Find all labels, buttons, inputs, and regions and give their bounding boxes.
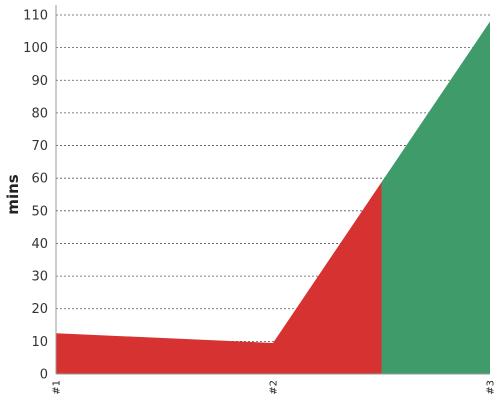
y-tick-label: 90 bbox=[31, 74, 48, 89]
y-tick-label: 110 bbox=[23, 9, 48, 24]
area-fill-above-threshold bbox=[381, 21, 490, 374]
area-fill-below-threshold bbox=[56, 182, 382, 374]
y-tick-label: 80 bbox=[31, 106, 48, 121]
y-tick-label: 30 bbox=[31, 270, 48, 285]
x-tick-label: #2 bbox=[269, 380, 280, 395]
y-tick-label: 10 bbox=[31, 335, 48, 350]
y-tick-label: 70 bbox=[31, 139, 48, 154]
y-axis-title: mins bbox=[4, 174, 22, 214]
y-tick-labels: 0 10 20 30 40 50 60 70 80 90 100 110 bbox=[23, 9, 48, 383]
x-tick-label: #3 bbox=[486, 380, 497, 395]
y-tick-label: 20 bbox=[31, 302, 48, 317]
grid-lines bbox=[56, 14, 490, 342]
x-tick-label: #1 bbox=[52, 380, 63, 395]
y-tick-label: 40 bbox=[31, 237, 48, 252]
y-tick-label: 100 bbox=[23, 41, 48, 56]
area-fills bbox=[56, 21, 490, 374]
y-tick-label: 0 bbox=[40, 368, 48, 383]
x-tick-labels: #1 #2 #3 bbox=[52, 380, 497, 395]
y-tick-label: 50 bbox=[31, 204, 48, 219]
y-tick-label: 60 bbox=[31, 172, 48, 187]
